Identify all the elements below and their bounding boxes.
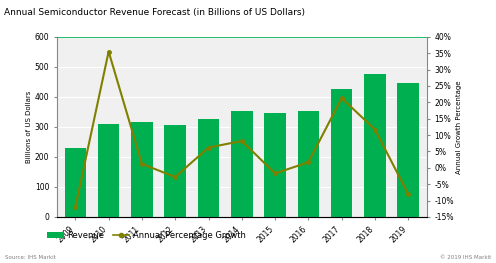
Legend: Revenue, Annual Percentage Growth: Revenue, Annual Percentage Growth	[44, 227, 248, 243]
Text: © 2019 IHS Markit: © 2019 IHS Markit	[440, 255, 491, 260]
Text: Annual Semiconductor Revenue Forecast (in Billions of US Dollars): Annual Semiconductor Revenue Forecast (i…	[4, 8, 305, 17]
Bar	[364, 74, 386, 217]
Bar	[198, 119, 219, 217]
Bar	[98, 124, 120, 217]
Bar	[397, 83, 419, 217]
Bar	[298, 111, 319, 217]
Bar	[264, 113, 286, 217]
Bar	[131, 122, 153, 217]
Text: Source: IHS Markit: Source: IHS Markit	[5, 255, 56, 260]
Bar	[164, 125, 186, 217]
Bar	[331, 89, 353, 217]
Y-axis label: Annual Growth Percentage: Annual Growth Percentage	[456, 80, 462, 174]
Y-axis label: Billions of US Dollars: Billions of US Dollars	[26, 91, 32, 163]
Bar	[231, 111, 252, 217]
Bar	[64, 148, 86, 217]
